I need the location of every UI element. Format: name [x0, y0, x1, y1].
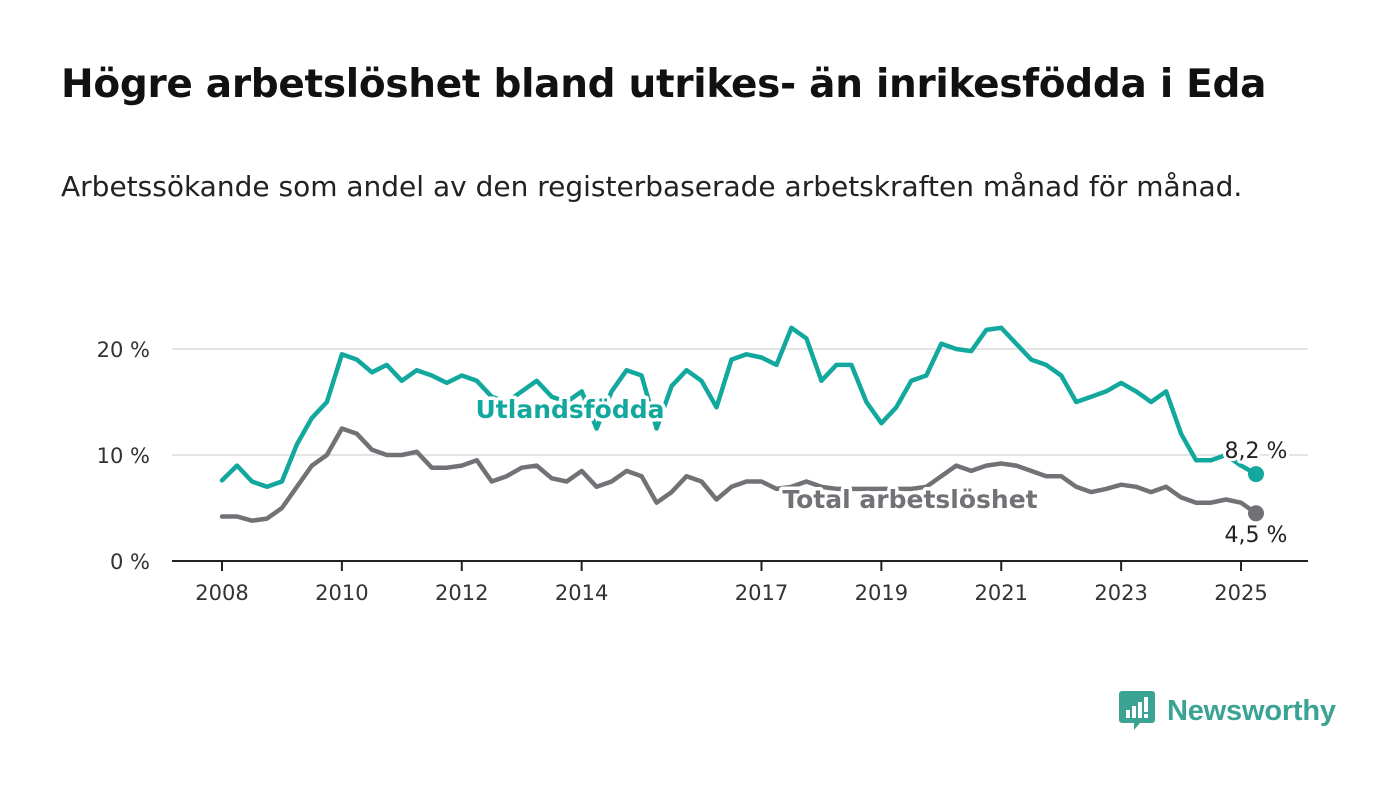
x-tick-label: 2017 [735, 581, 788, 605]
newsworthy-logo-icon [1119, 691, 1155, 730]
gridlines [172, 348, 1308, 456]
x-tick-label: 2014 [555, 581, 608, 605]
y-tick-label: 0 % [110, 550, 150, 574]
series-lines [219, 325, 1264, 523]
x-tick-label: 2023 [1094, 581, 1147, 605]
end-label-total: 4,5 % [1225, 523, 1288, 548]
x-axis-ticks: 2008 2010 2012 2014 2017 2019 2021 2023 2025 [195, 561, 1268, 605]
series-label-utlandsfodda: Utlandsfödda [476, 395, 665, 424]
series-end-point-utlandsfodda [1248, 466, 1264, 483]
x-tick-label: 2025 [1214, 581, 1267, 605]
y-tick-label: 10 % [97, 444, 150, 468]
series-line-total [219, 426, 1259, 523]
y-axis-ticks: 0 % 10 % 20 % [97, 338, 150, 574]
x-tick-label: 2012 [435, 581, 488, 605]
brand: Newsworthy [1119, 691, 1336, 731]
x-tick-label: 2021 [975, 581, 1028, 605]
chart-title: Högre arbetslöshet bland utrikes- än inr… [61, 62, 1267, 107]
series-label-total: Total arbetslöshet [782, 485, 1037, 514]
chart-subtitle: Arbetssökande som andel av den registerb… [61, 170, 1243, 203]
brand-name: Newsworthy [1167, 694, 1336, 727]
series-end-point-total [1248, 505, 1264, 522]
x-tick-label: 2010 [315, 581, 368, 605]
x-tick-label: 2008 [195, 581, 248, 605]
x-tick-label: 2019 [855, 581, 908, 605]
series-line-utlandsfodda [219, 325, 1259, 490]
end-label-utlandsfodda: 8,2 % [1225, 439, 1288, 464]
y-tick-label: 20 % [97, 338, 150, 362]
